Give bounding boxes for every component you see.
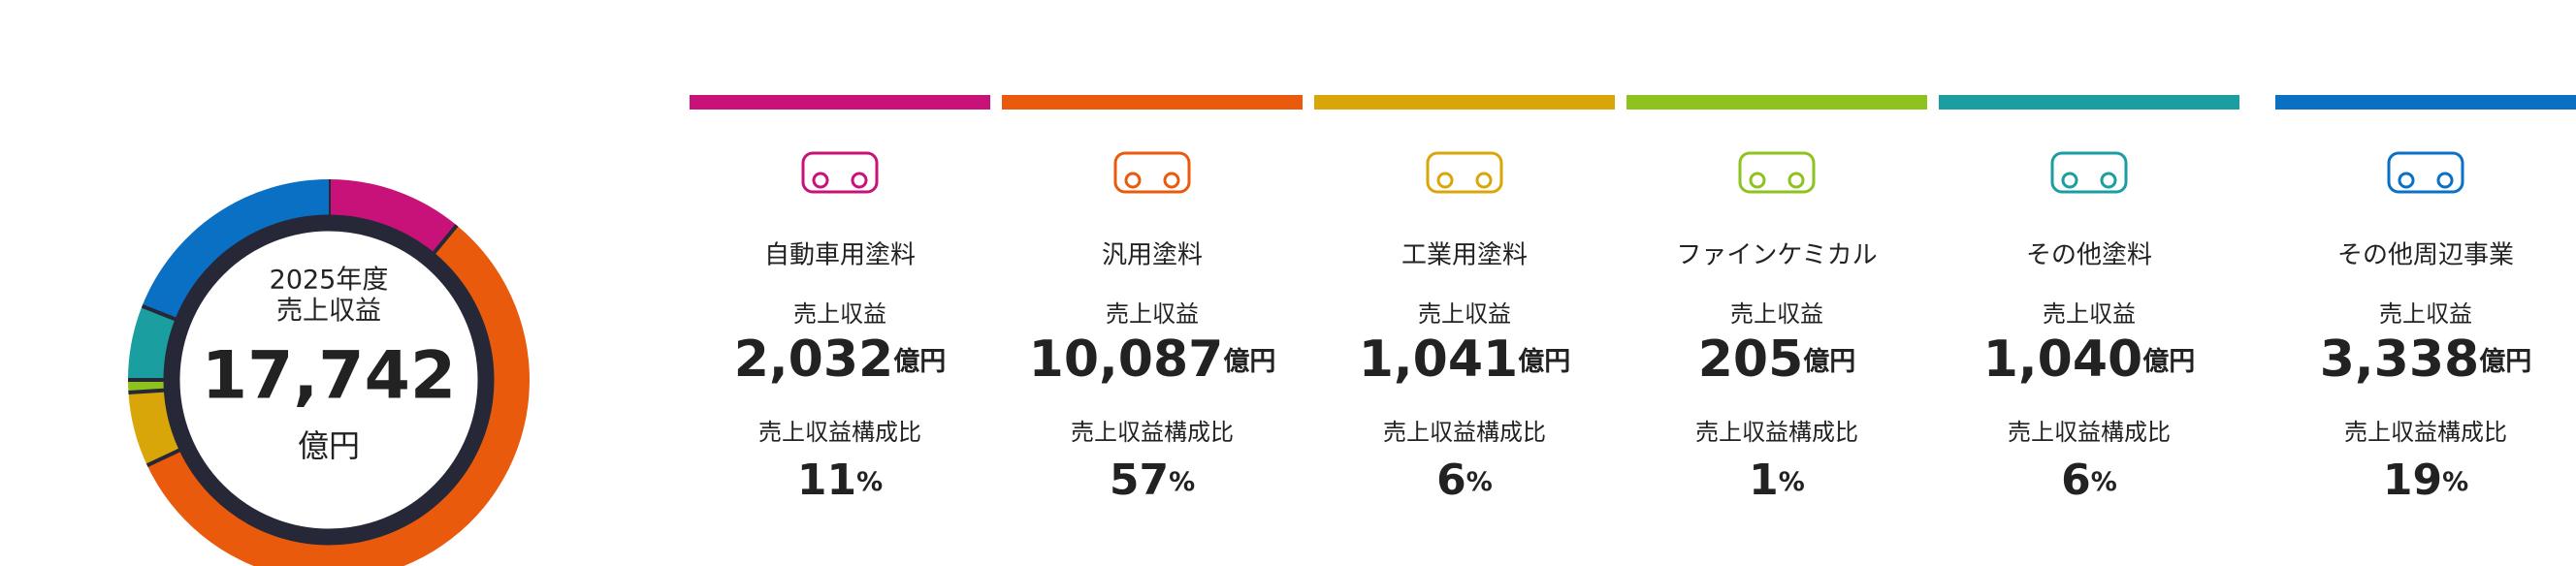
share-label: 売上収益構成比 — [2344, 419, 2507, 446]
share-value: 1% — [1749, 456, 1805, 505]
share-number: 19 — [2383, 456, 2442, 505]
icon-shape — [1749, 172, 1766, 189]
category-icon — [801, 151, 879, 194]
revenue-value: 205億円 — [1698, 330, 1856, 389]
category-name: 工業用塗料 — [1401, 241, 1528, 270]
revenue-number: 1,040 — [1983, 330, 2142, 389]
share-label: 売上収益構成比 — [2008, 419, 2171, 446]
share-number: 11 — [797, 456, 856, 505]
revenue-number: 10,087 — [1029, 330, 1224, 389]
revenue-label: 売上収益 — [2043, 300, 2136, 328]
share-unit: % — [1779, 467, 1805, 497]
share-value: 57% — [1110, 456, 1195, 505]
icon-shape — [801, 151, 879, 194]
share-value: 11% — [797, 456, 883, 505]
revenue-value: 1,041億円 — [1359, 330, 1570, 389]
share-unit: % — [1466, 467, 1493, 497]
icon-shape — [812, 172, 829, 189]
category-name: その他周辺事業 — [2337, 241, 2514, 270]
share-value: 6% — [1436, 456, 1493, 505]
category-icon — [2050, 151, 2128, 194]
category-name: 自動車用塗料 — [764, 241, 916, 270]
revenue-value: 2,032億円 — [734, 330, 946, 389]
icon-shape — [1163, 172, 1180, 189]
revenue-unit: 億円 — [893, 347, 946, 377]
icon-shape — [1113, 151, 1191, 194]
revenue-value: 1,040億円 — [1983, 330, 2195, 389]
icon-shape — [1787, 172, 1805, 189]
revenue-value: 3,338億円 — [2320, 330, 2531, 389]
center-title: 2025年度 — [270, 266, 389, 296]
share-number: 6 — [2061, 456, 2091, 505]
category-bar — [1939, 95, 2239, 110]
category-name: 汎用塗料 — [1102, 241, 1203, 270]
segment-separator — [145, 446, 185, 467]
icon-shape — [1475, 172, 1493, 189]
category-bar — [2275, 95, 2576, 110]
share-value: 19% — [2383, 456, 2468, 505]
revenue-label: 売上収益 — [793, 300, 886, 328]
icon-shape — [2100, 172, 2117, 189]
donut-segment — [128, 305, 176, 380]
icon-shape — [2061, 172, 2078, 189]
center-total: 17,742 — [202, 338, 456, 415]
icon-shape — [851, 172, 868, 189]
category-icon — [2387, 151, 2464, 194]
share-unit: % — [1169, 467, 1195, 497]
revenue-number: 2,032 — [734, 330, 893, 389]
icon-shape — [1124, 172, 1142, 189]
icon-shape — [2398, 172, 2415, 189]
segment-separator — [141, 303, 181, 324]
category-icon — [1738, 151, 1816, 194]
category-bar — [1626, 95, 1927, 110]
share-number: 57 — [1110, 456, 1169, 505]
category-bar — [1314, 95, 1615, 110]
revenue-unit: 億円 — [2142, 347, 2195, 377]
category-icon — [1113, 151, 1191, 194]
revenue-number: 205 — [1698, 330, 1804, 389]
revenue-unit: 億円 — [1223, 347, 1275, 377]
category-icon — [1426, 151, 1503, 194]
icon-shape — [1426, 151, 1503, 194]
share-value: 6% — [2061, 456, 2117, 505]
icon-shape — [2436, 172, 2454, 189]
center-title: 売上収益 — [276, 297, 381, 327]
share-label: 売上収益構成比 — [1383, 419, 1546, 446]
revenue-number: 3,338 — [2320, 330, 2479, 389]
share-label: 売上収益構成比 — [1071, 419, 1234, 446]
segment-separator — [429, 224, 459, 259]
category-name: その他塗料 — [2026, 241, 2152, 270]
segment-separator — [128, 388, 170, 394]
revenue-label: 売上収益 — [1418, 300, 1511, 328]
share-number: 6 — [1436, 456, 1466, 505]
category-name: ファインケミカル — [1676, 241, 1877, 270]
category-bar — [1002, 95, 1303, 110]
icon-shape — [2050, 151, 2128, 194]
revenue-number: 1,041 — [1359, 330, 1518, 389]
category-bar — [690, 95, 990, 110]
revenue-unit: 億円 — [2479, 347, 2531, 377]
revenue-unit: 億円 — [1803, 347, 1855, 377]
icon-shape — [1738, 151, 1816, 194]
revenue-value: 10,087億円 — [1029, 330, 1276, 389]
share-label: 売上収益構成比 — [758, 419, 921, 446]
revenue-label: 売上収益 — [2379, 300, 2472, 328]
icon-shape — [1436, 172, 1454, 189]
revenue-label: 売上収益 — [1106, 300, 1199, 328]
share-label: 売上収益構成比 — [1695, 419, 1858, 446]
inner-ring — [163, 214, 495, 546]
share-unit: % — [2091, 467, 2117, 497]
donut-segment — [128, 390, 180, 466]
icon-shape — [2387, 151, 2464, 194]
share-unit: % — [856, 467, 883, 497]
share-number: 1 — [1749, 456, 1779, 505]
donut-segment — [329, 179, 457, 254]
revenue-label: 売上収益 — [1730, 300, 1823, 328]
center-unit: 億円 — [298, 427, 360, 464]
revenue-unit: 億円 — [1518, 347, 1570, 377]
share-unit: % — [2442, 467, 2468, 497]
donut-segment — [142, 179, 329, 320]
